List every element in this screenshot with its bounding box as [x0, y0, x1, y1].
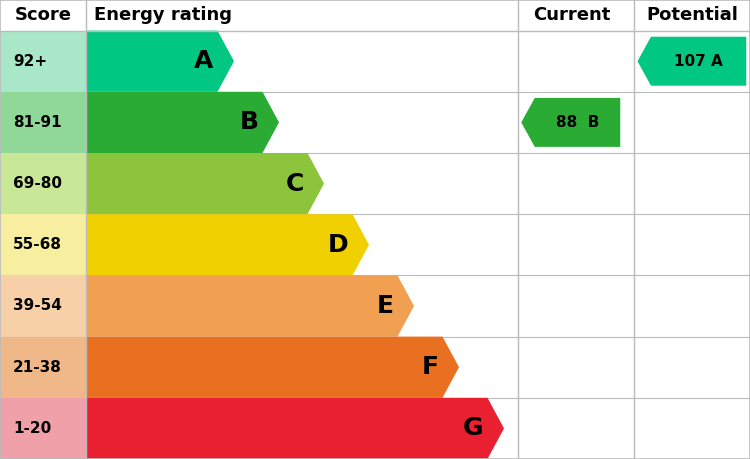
- Text: G: G: [463, 416, 484, 440]
- Bar: [0, 0, 750, 31]
- Text: 92+: 92+: [13, 54, 47, 69]
- Polygon shape: [86, 92, 279, 153]
- Bar: [0, 31, 86, 92]
- Text: 107 A: 107 A: [674, 54, 723, 69]
- Text: 81-91: 81-91: [13, 115, 62, 130]
- Text: 88  B: 88 B: [556, 115, 599, 130]
- Polygon shape: [86, 214, 369, 275]
- Polygon shape: [521, 98, 620, 147]
- Text: C: C: [285, 172, 304, 196]
- Bar: [0, 398, 86, 459]
- Bar: [0, 214, 86, 275]
- Text: Potential: Potential: [646, 6, 738, 24]
- Polygon shape: [638, 37, 746, 86]
- Text: Score: Score: [15, 6, 72, 24]
- Text: 55-68: 55-68: [13, 237, 62, 252]
- Bar: [0, 336, 86, 398]
- Bar: [0, 275, 86, 336]
- Text: A: A: [194, 49, 214, 73]
- Bar: [0, 153, 86, 214]
- Text: F: F: [422, 355, 439, 379]
- Text: 21-38: 21-38: [13, 360, 62, 375]
- Text: 39-54: 39-54: [13, 298, 62, 313]
- Text: D: D: [328, 233, 349, 257]
- Polygon shape: [86, 31, 234, 92]
- Polygon shape: [86, 398, 504, 459]
- Text: E: E: [376, 294, 394, 318]
- Text: Energy rating: Energy rating: [94, 6, 232, 24]
- Text: B: B: [240, 111, 259, 134]
- Text: 69-80: 69-80: [13, 176, 62, 191]
- Polygon shape: [86, 275, 414, 336]
- Bar: [0, 92, 86, 153]
- Text: Current: Current: [533, 6, 610, 24]
- Polygon shape: [86, 336, 459, 398]
- Polygon shape: [86, 153, 324, 214]
- Text: 1-20: 1-20: [13, 421, 51, 436]
